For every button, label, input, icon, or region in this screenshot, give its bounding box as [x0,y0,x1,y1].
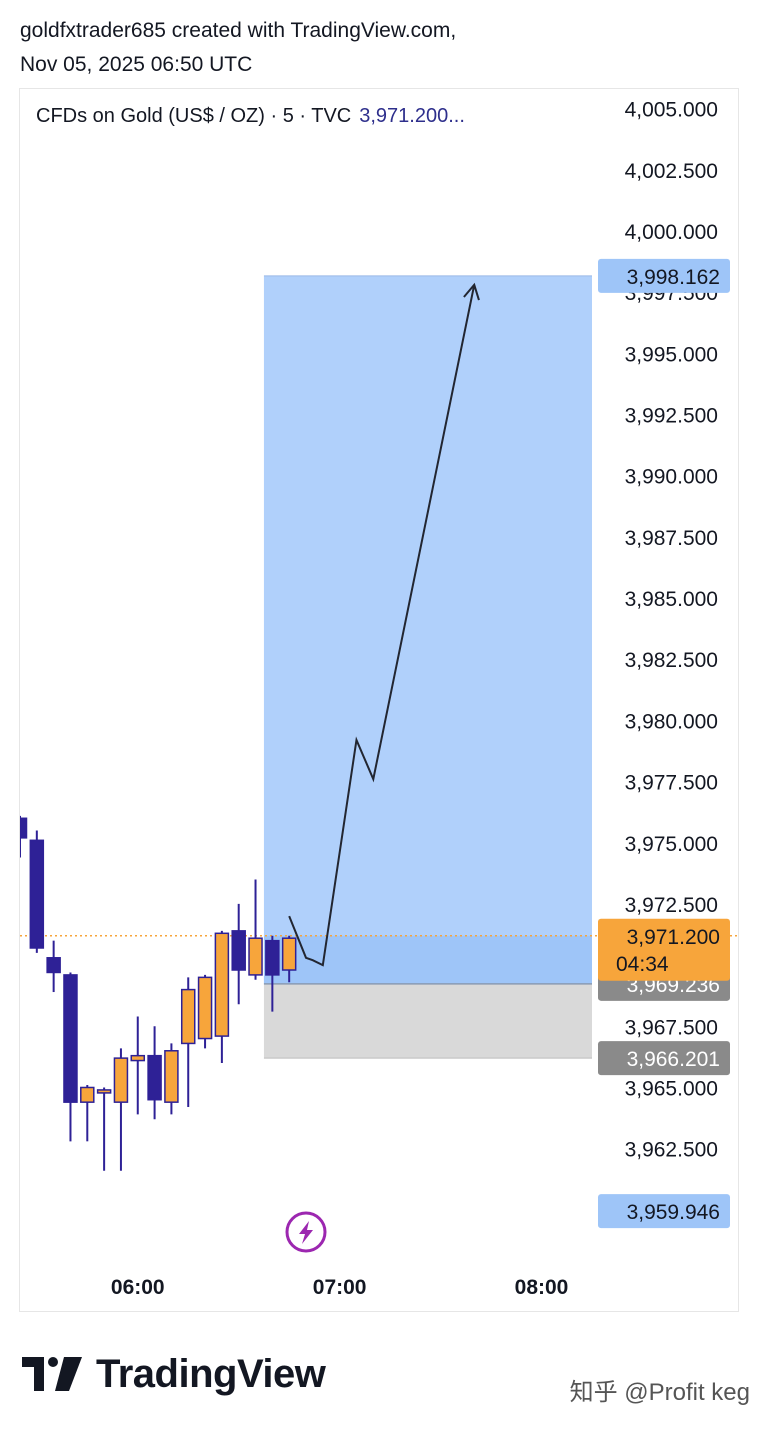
loss-zone [263,983,592,1059]
blue-price-tag: 3,998.162 [598,258,730,293]
price-tag-box [598,1041,730,1076]
tradingview-logo-icon [22,1356,82,1391]
candle-body-down [20,817,28,839]
candle-body-up [281,937,297,971]
price-tick-label: 3,972.500 [625,894,718,917]
projection-line [288,284,476,967]
candle [80,1085,95,1142]
symbol-title: CFDs on Gold (US$ / OZ) · 5 · TVC [36,105,352,127]
author-line: goldfxtrader685 created with TradingView… [20,19,457,42]
candle-body-down [46,957,61,974]
price-tick-label: 3,977.500 [625,772,718,795]
candle [130,1016,146,1115]
candle [63,972,78,1142]
candle [147,1026,162,1120]
candle-body-down [29,839,45,949]
candle-body-up [180,988,196,1045]
candle [248,879,263,980]
candle-body-up [197,976,213,1040]
tradingview-wordmark: TradingView [96,1352,326,1396]
candle [265,935,280,1012]
last-price-tag-label: 3,971.200 [627,926,720,949]
blue-price-tag: 3,959.946 [598,1194,730,1229]
price-tick-label: 3,982.500 [625,649,718,672]
candle [20,815,28,858]
candle [197,974,213,1049]
price-tag-label: 3,998.162 [627,266,720,289]
price-tick-label: 3,965.000 [625,1077,718,1100]
price-tick-label: 3,990.000 [625,466,718,489]
price-tick-label: 3,967.500 [625,1016,718,1039]
date-line: Nov 05, 2025 06:50 UTC [20,53,253,76]
candle [164,1043,179,1115]
grey-price-tag: 3,966.201 [598,1041,730,1076]
price-tick-label: 3,980.000 [625,710,718,733]
chart-svg[interactable]: 4,005.0004,002.5004,000.0003,997.5003,99… [20,89,739,1312]
candle-body-up [248,937,263,976]
candles [20,815,297,1171]
symbol-title-bar[interactable]: CFDs on Gold (US$ / OZ) · 5 · TVC 3,971.2… [36,105,465,128]
price-tag-box [598,1194,730,1229]
countdown-label: 04:34 [616,953,669,976]
price-tags: 3,998.1623,969.2363,966.2013,959.9463,97… [598,258,730,1229]
price-tick-label: 3,987.500 [625,527,718,550]
chart-frame[interactable]: 4,005.000 4,002.500 4,000.000 3,997.500 3,99… [19,88,739,1312]
time-axis: 06:00 07:00 08:00 [111,1276,568,1299]
price-tick-label: 3,975.000 [625,833,718,856]
price-tag-label: 3,959.946 [627,1201,720,1224]
candle [180,977,196,1108]
candle [113,1048,129,1171]
candle-body-up [130,1054,146,1062]
price-tag-label: 3,966.201 [627,1048,720,1071]
price-tick-label: 4,000.000 [625,221,718,244]
candle-body-up [80,1086,95,1103]
candle-body-up [164,1050,179,1103]
candle [281,935,297,983]
candle-body-up [214,932,230,1037]
last-price-tag: 3,971.200 04:34 [598,918,730,981]
marker-icons [285,1211,327,1253]
time-tick-label: 06:00 [111,1276,165,1299]
price-tick-label: 4,005.000 [625,99,718,122]
price-tick-label: 3,992.500 [625,404,718,427]
lightning-bolt [299,1221,313,1244]
candle [214,930,230,1064]
candle-body-down [63,974,78,1103]
price-tick-label: 3,985.000 [625,588,718,611]
chart-header: goldfxtrader685 created with TradingView… [20,14,456,82]
symbol-last-price: 3,971.200... [359,105,465,127]
last-price-tag-box [598,918,730,981]
projection-path [288,282,480,967]
candle [46,940,61,993]
profit-zone [263,275,592,984]
lightning-icon[interactable] [285,1211,327,1253]
price-axis: 4,005.0004,002.5004,000.0003,997.5003,99… [625,99,718,1162]
candle-body-down [231,930,246,971]
candle-body-up [113,1057,129,1103]
price-tick-label: 3,962.500 [625,1139,718,1162]
profit-zone-active [263,935,592,984]
candle [29,830,45,953]
candle-body-down [147,1054,162,1101]
projection-arrowhead [463,282,480,301]
price-tick-label: 3,995.000 [625,343,718,366]
tradingview-logo: TradingView [22,1352,326,1397]
watermark: 知乎 @Profit keg [569,1379,750,1406]
candle-body-up [96,1089,112,1094]
price-tag-box [598,258,730,293]
candle [96,1087,112,1171]
candle-body-down [265,939,280,976]
position-zones [263,275,592,1059]
price-tick-label: 4,002.500 [625,160,718,183]
candle [231,903,246,1005]
time-tick-label: 07:00 [313,1276,367,1299]
time-tick-label: 08:00 [515,1276,569,1299]
